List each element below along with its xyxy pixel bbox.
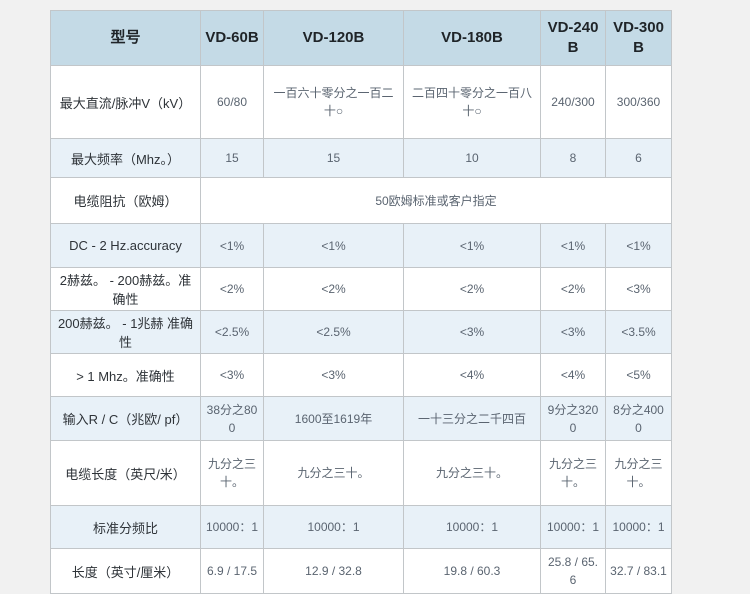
column-header-vd240b: VD-240B — [540, 10, 606, 66]
spec-cell: 一百六十零分之一百二十○ — [263, 65, 404, 139]
spec-cell: 15 — [263, 138, 404, 178]
spec-cell: <4% — [403, 353, 541, 397]
spec-cell: <5% — [605, 353, 672, 397]
spec-cell: 38分之800 — [200, 396, 264, 441]
column-header-model: 型号 — [50, 10, 201, 66]
spec-cell: 8 — [540, 138, 606, 178]
row-label: 标准分频比 — [50, 505, 201, 549]
row-label: 电缆长度（英尺/米） — [50, 440, 201, 506]
row-label: > 1 Mhz。准确性 — [50, 353, 201, 397]
spec-cell: 10000：1 — [540, 505, 606, 549]
spec-cell: 12.9 / 32.8 — [263, 548, 404, 594]
spec-cell: 九分之三十。 — [403, 440, 541, 506]
header-row: 型号 VD-60B VD-120B VD-180B VD-240B VD-300… — [50, 10, 672, 66]
spec-cell: <2% — [263, 267, 404, 311]
spec-cell: 6 — [605, 138, 672, 178]
spec-cell: 10 — [403, 138, 541, 178]
spec-cell: <1% — [540, 223, 606, 268]
column-header-vd300b: VD-300B — [605, 10, 672, 66]
row-label: 最大频率（Mhz。） — [50, 138, 201, 178]
spec-cell: 6.9 / 17.5 — [200, 548, 264, 594]
row-label: 电缆阻抗（欧姆） — [50, 177, 201, 224]
spec-cell: <4% — [540, 353, 606, 397]
row-label: DC - 2 Hz.accuracy — [50, 223, 201, 268]
spec-cell: <3% — [200, 353, 264, 397]
spec-cell: 一十三分之二千四百 — [403, 396, 541, 441]
spec-cell: <3% — [540, 310, 606, 354]
row-label: 2赫兹。 - 200赫兹。准确性 — [50, 267, 201, 311]
spec-cell: 15 — [200, 138, 264, 178]
spec-cell: <1% — [605, 223, 672, 268]
row-label: 输入R / C（兆欧/ pf） — [50, 396, 201, 441]
column-header-vd180b: VD-180B — [403, 10, 541, 66]
spec-cell: 8分之4000 — [605, 396, 672, 441]
spec-cell: 九分之三十。 — [200, 440, 264, 506]
spec-cell: <3% — [263, 353, 404, 397]
spec-cell: 60/80 — [200, 65, 264, 139]
spec-row-cable-impedance: 电缆阻抗（欧姆） 50欧姆标准或客户指定 — [50, 177, 672, 224]
column-header-vd120b: VD-120B — [263, 10, 404, 66]
spec-cell: 300/360 — [605, 65, 672, 139]
spec-cell: 10000：1 — [263, 505, 404, 549]
spec-row-200hz-1mhz-accuracy: 200赫兹。 - 1兆赫 准确性 <2.5% <2.5% <3% <3% <3.… — [50, 310, 672, 354]
spec-cell: <2% — [540, 267, 606, 311]
spec-cell: 10000：1 — [200, 505, 264, 549]
spec-cell: <2% — [200, 267, 264, 311]
spec-cell: 九分之三十。 — [540, 440, 606, 506]
spec-cell: <1% — [200, 223, 264, 268]
spec-row-division-ratio: 标准分频比 10000：1 10000：1 10000：1 10000：1 10… — [50, 505, 672, 549]
spec-cell: <1% — [263, 223, 404, 268]
spec-row-above-1mhz-accuracy: > 1 Mhz。准确性 <3% <3% <4% <4% <5% — [50, 353, 672, 397]
spec-cell: 32.7 / 83.1 — [605, 548, 672, 594]
spec-cell: <2.5% — [200, 310, 264, 354]
spec-cell: <3% — [403, 310, 541, 354]
spec-row-cable-length: 电缆长度（英尺/米） 九分之三十。 九分之三十。 九分之三十。 九分之三十。 九… — [50, 440, 672, 506]
spec-cell: <3.5% — [605, 310, 672, 354]
spec-row-max-frequency: 最大频率（Mhz。） 15 15 10 8 6 — [50, 138, 672, 178]
spec-cell-merged: 50欧姆标准或客户指定 — [200, 177, 672, 224]
spec-cell: 10000：1 — [403, 505, 541, 549]
spec-cell: <1% — [403, 223, 541, 268]
spec-cell: 10000：1 — [605, 505, 672, 549]
spec-cell: 二百四十零分之一百八十○ — [403, 65, 541, 139]
spec-cell: 19.8 / 60.3 — [403, 548, 541, 594]
column-header-vd60b: VD-60B — [200, 10, 264, 66]
spec-row-2hz-200hz-accuracy: 2赫兹。 - 200赫兹。准确性 <2% <2% <2% <2% <3% — [50, 267, 672, 311]
spec-cell: 九分之三十。 — [263, 440, 404, 506]
spec-row-input-rc: 输入R / C（兆欧/ pf） 38分之800 1600至1619年 一十三分之… — [50, 396, 672, 441]
spec-cell: 9分之3200 — [540, 396, 606, 441]
row-label: 长度（英寸/厘米） — [50, 548, 201, 594]
spec-cell: <2% — [403, 267, 541, 311]
row-label: 200赫兹。 - 1兆赫 准确性 — [50, 310, 201, 354]
spec-row-length: 长度（英寸/厘米） 6.9 / 17.5 12.9 / 32.8 19.8 / … — [50, 548, 672, 594]
spec-cell: <3% — [605, 267, 672, 311]
spec-row-max-dc-pulse: 最大直流/脉冲V（kV） 60/80 一百六十零分之一百二十○ 二百四十零分之一… — [50, 65, 672, 139]
spec-cell: 240/300 — [540, 65, 606, 139]
spec-cell: 25.8 / 65.6 — [540, 548, 606, 594]
product-spec-table: 型号 VD-60B VD-120B VD-180B VD-240B VD-300… — [50, 10, 672, 594]
row-label: 最大直流/脉冲V（kV） — [50, 65, 201, 139]
spec-row-dc-2hz-accuracy: DC - 2 Hz.accuracy <1% <1% <1% <1% <1% — [50, 223, 672, 268]
spec-cell: 九分之三十。 — [605, 440, 672, 506]
spec-cell: <2.5% — [263, 310, 404, 354]
spec-cell: 1600至1619年 — [263, 396, 404, 441]
